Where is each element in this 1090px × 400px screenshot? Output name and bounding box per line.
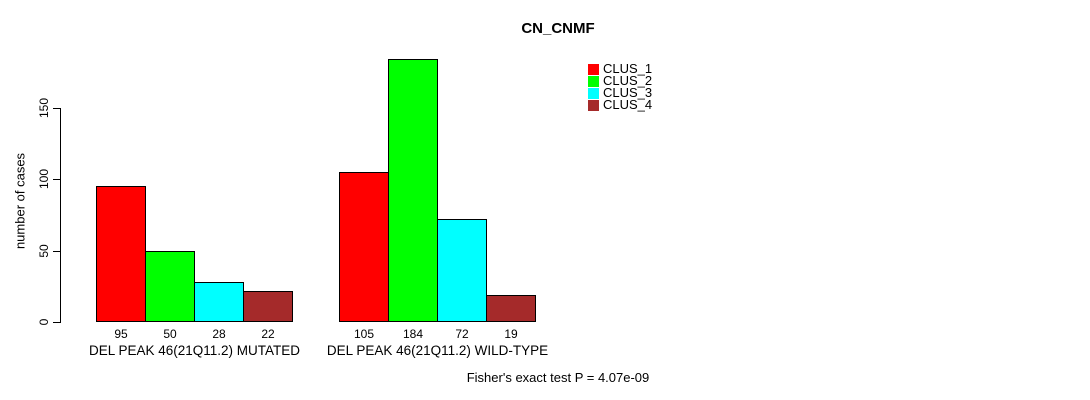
bar-value-label: 50: [163, 327, 177, 341]
legend-row: CLUS_3: [588, 85, 653, 100]
chart-title: CN_CNMF: [521, 20, 595, 37]
legend-swatch-icon: [588, 63, 599, 75]
y-tick-mark: [53, 251, 60, 252]
y-axis-line: [60, 108, 61, 323]
bar-clus_4: [243, 290, 293, 322]
legend-label: CLUS_3: [603, 85, 653, 100]
bar-clus_4: [486, 294, 536, 322]
y-tick-mark: [53, 108, 60, 109]
y-tick-mark: [53, 322, 60, 323]
y-tick-label: 150: [37, 97, 51, 119]
bar-clus_1: [339, 172, 389, 322]
bar-value-label: 28: [212, 327, 226, 341]
x-category-label: DEL PEAK 46(21Q11.2) MUTATED: [88, 343, 301, 358]
legend-swatch-icon: [588, 87, 599, 99]
bar-value-label: 105: [353, 327, 375, 341]
y-tick-label: 0: [37, 318, 51, 326]
x-category-label: DEL PEAK 46(21Q11.2) WILD-TYPE: [326, 343, 549, 358]
legend-row: CLUS_2: [588, 73, 653, 88]
legend-label: CLUS_2: [603, 73, 653, 88]
bar-value-label: 95: [114, 327, 128, 341]
bar-clus_1: [96, 186, 146, 322]
legend-swatch-icon: [588, 99, 599, 111]
bar-clus_2: [388, 59, 438, 322]
y-tick-label: 100: [37, 168, 51, 190]
legend: CLUS_1 CLUS_2 CLUS_3 CLUS_4: [588, 61, 653, 112]
legend-row: CLUS_4: [588, 97, 653, 112]
bar-clus_2: [145, 250, 195, 322]
bar-clus_3: [437, 219, 487, 322]
y-tick-mark: [53, 179, 60, 180]
legend-row: CLUS_1: [588, 61, 653, 76]
bar-value-label: 19: [504, 327, 518, 341]
bar-clus_3: [194, 282, 244, 322]
y-tick-label: 50: [37, 244, 51, 258]
bar-value-label: 72: [455, 327, 469, 341]
y-axis-label: number of cases: [12, 152, 28, 250]
legend-label: CLUS_4: [603, 97, 653, 112]
legend-swatch-icon: [588, 75, 599, 87]
bar-value-label: 184: [402, 327, 424, 341]
bar-value-label: 22: [261, 327, 275, 341]
legend-label: CLUS_1: [603, 61, 653, 76]
annotation-text: Fisher's exact test P = 4.07e-09: [466, 370, 650, 385]
